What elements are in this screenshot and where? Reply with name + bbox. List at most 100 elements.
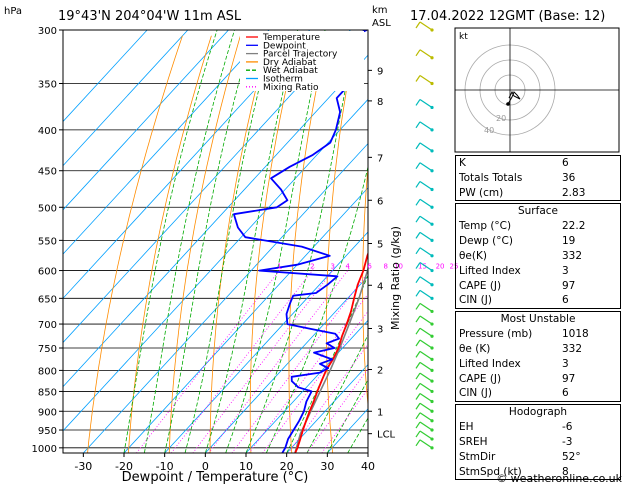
pressure-tick-label: 750 [38, 344, 57, 355]
pressure-tick-label: 600 [38, 267, 57, 278]
wind-barb-dot [430, 28, 434, 32]
most-unstable-box: Most Unstable Pressure (mb) 1018 θe (K) 33… [455, 311, 621, 403]
surface-row: CAPE (J) 97 [456, 279, 620, 294]
mixing-ratio-line [231, 271, 368, 453]
legend-entry: Dewpoint [263, 41, 306, 51]
km-label: km [372, 5, 388, 16]
legend-entry: Parcel Trajectory [263, 50, 338, 60]
wind-barb-flag [415, 99, 421, 106]
mixing-ratio-label: 3 [331, 263, 335, 271]
index-row: PW (cm) 2.83 [456, 186, 620, 201]
wind-barb-staff [419, 339, 433, 349]
surface-label: Temp (°C) [459, 220, 512, 233]
index-value: 6 [562, 157, 569, 169]
pressure-tick-label: 900 [38, 407, 57, 418]
pressure-tick-label: 500 [38, 203, 57, 214]
wind-barb-flag [415, 21, 421, 29]
wind-barb-flag [415, 372, 421, 380]
hodo-label: EH [459, 421, 474, 434]
isotherm-line [205, 275, 368, 453]
mu-row: Pressure (mb) 1018 [456, 327, 620, 342]
isotherm-line [63, 30, 189, 167]
wind-barb-dot [430, 149, 434, 153]
wind-barb-dot [430, 389, 434, 394]
parcel-trajectory-line [294, 266, 368, 453]
legend-entry: Isotherm [263, 75, 303, 85]
wind-barb-staff [419, 439, 433, 449]
dry-adiabat-line [362, 162, 368, 410]
asl-label: ASL [372, 18, 391, 29]
pressure-tick-label: 700 [38, 320, 57, 331]
wind-barb-flag [415, 262, 421, 269]
wind-barb-dot [430, 268, 434, 273]
wind-barb-flag [415, 198, 421, 206]
plot-frame [62, 29, 369, 454]
surface-row: θe(K) 332 [456, 249, 620, 264]
wind-barb-dot [430, 409, 434, 413]
altitude-tick-label: LCL [377, 430, 396, 441]
wind-barb-staff [419, 49, 433, 59]
pressure-tick-label: 550 [38, 236, 57, 247]
surface-value: 332 [562, 249, 583, 262]
pressure-tick-label: 350 [38, 79, 57, 90]
wind-barb-flag [415, 327, 421, 335]
temperature-tick-label: -20 [115, 460, 133, 473]
isotherm-line [63, 30, 311, 299]
mixing-ratio-line [306, 368, 368, 453]
wind-barb-staff [419, 327, 433, 337]
wind-barb-dot [430, 238, 434, 242]
wind-barb-dot [430, 222, 434, 226]
wind-barb-dot [430, 322, 434, 326]
dry-adiabat-line [209, 35, 270, 453]
wet-adiabat-line [204, 30, 299, 453]
surface-row: Temp (°C) 22.2 [456, 219, 620, 234]
altitude-tick-label: 6 [377, 196, 383, 207]
temperature-tick-label: 40 [361, 460, 375, 473]
wind-barb-dot [430, 357, 434, 361]
pressure-tick-label: 650 [38, 294, 57, 305]
wind-barb-staff [419, 180, 433, 190]
pressure-tick-label: 850 [38, 387, 57, 398]
hodo-value: 52° [562, 450, 581, 463]
mixing-ratio-line [136, 267, 283, 453]
dewpoint-line [232, 30, 368, 453]
axes: 1 2 3 4 6 8 10 15 20 2530035040045050055060065070… [32, 26, 459, 473]
altitude-tick-label: 1 [377, 407, 383, 418]
hodo-label: SREH [459, 435, 488, 448]
isotherm-line [63, 98, 368, 432]
mu-value: 6 [562, 387, 569, 400]
mu-label: Pressure (mb) [459, 328, 533, 341]
pressure-tick-label: 1000 [32, 444, 57, 455]
surface-title: Surface [517, 205, 558, 218]
legend-background [240, 31, 364, 91]
footer-credit: © weatheronline.co.uk [496, 472, 622, 485]
index-label: Totals Totals [459, 171, 523, 184]
altitude-tick-label: 5 [377, 239, 383, 250]
mu-value: 1018 [562, 328, 589, 341]
index-row: Totals Totals 36 [456, 171, 620, 186]
wet-adiabat-line [245, 30, 358, 453]
wind-barb-staff [419, 21, 433, 31]
wind-barb-flag [415, 289, 421, 297]
temperature-tick-label: 20 [280, 460, 294, 473]
wind-barb-dot [430, 334, 434, 338]
mu-row: CAPE (J) 97 [456, 372, 620, 387]
location-title: 19°43'N 204°04'W 11m ASL [58, 9, 242, 24]
temperature-tick-label: 10 [239, 460, 253, 473]
wet-adiabat-line [164, 30, 254, 453]
wind-barb-staff [419, 262, 433, 272]
mu-value: 3 [562, 357, 569, 370]
wind-barb-flag [415, 315, 421, 323]
wind-barb-dot [430, 81, 434, 86]
datetime-title: 17.04.2022 12GMT (Base: 12) [410, 9, 605, 24]
index-value: 36 [562, 171, 576, 184]
wind-barb-staff [419, 350, 433, 360]
hodo-value: -3 [562, 435, 573, 448]
mixing-ratio-label: 25 [450, 263, 459, 271]
wind-barb-dot [430, 128, 434, 132]
surface-value: 22.2 [562, 220, 586, 233]
wind-barb-flag [415, 439, 421, 447]
temperature-tick-label: 30 [320, 460, 334, 473]
wind-barb-staff [419, 215, 433, 225]
hodo-label: StmSpd (kt) [459, 465, 522, 478]
